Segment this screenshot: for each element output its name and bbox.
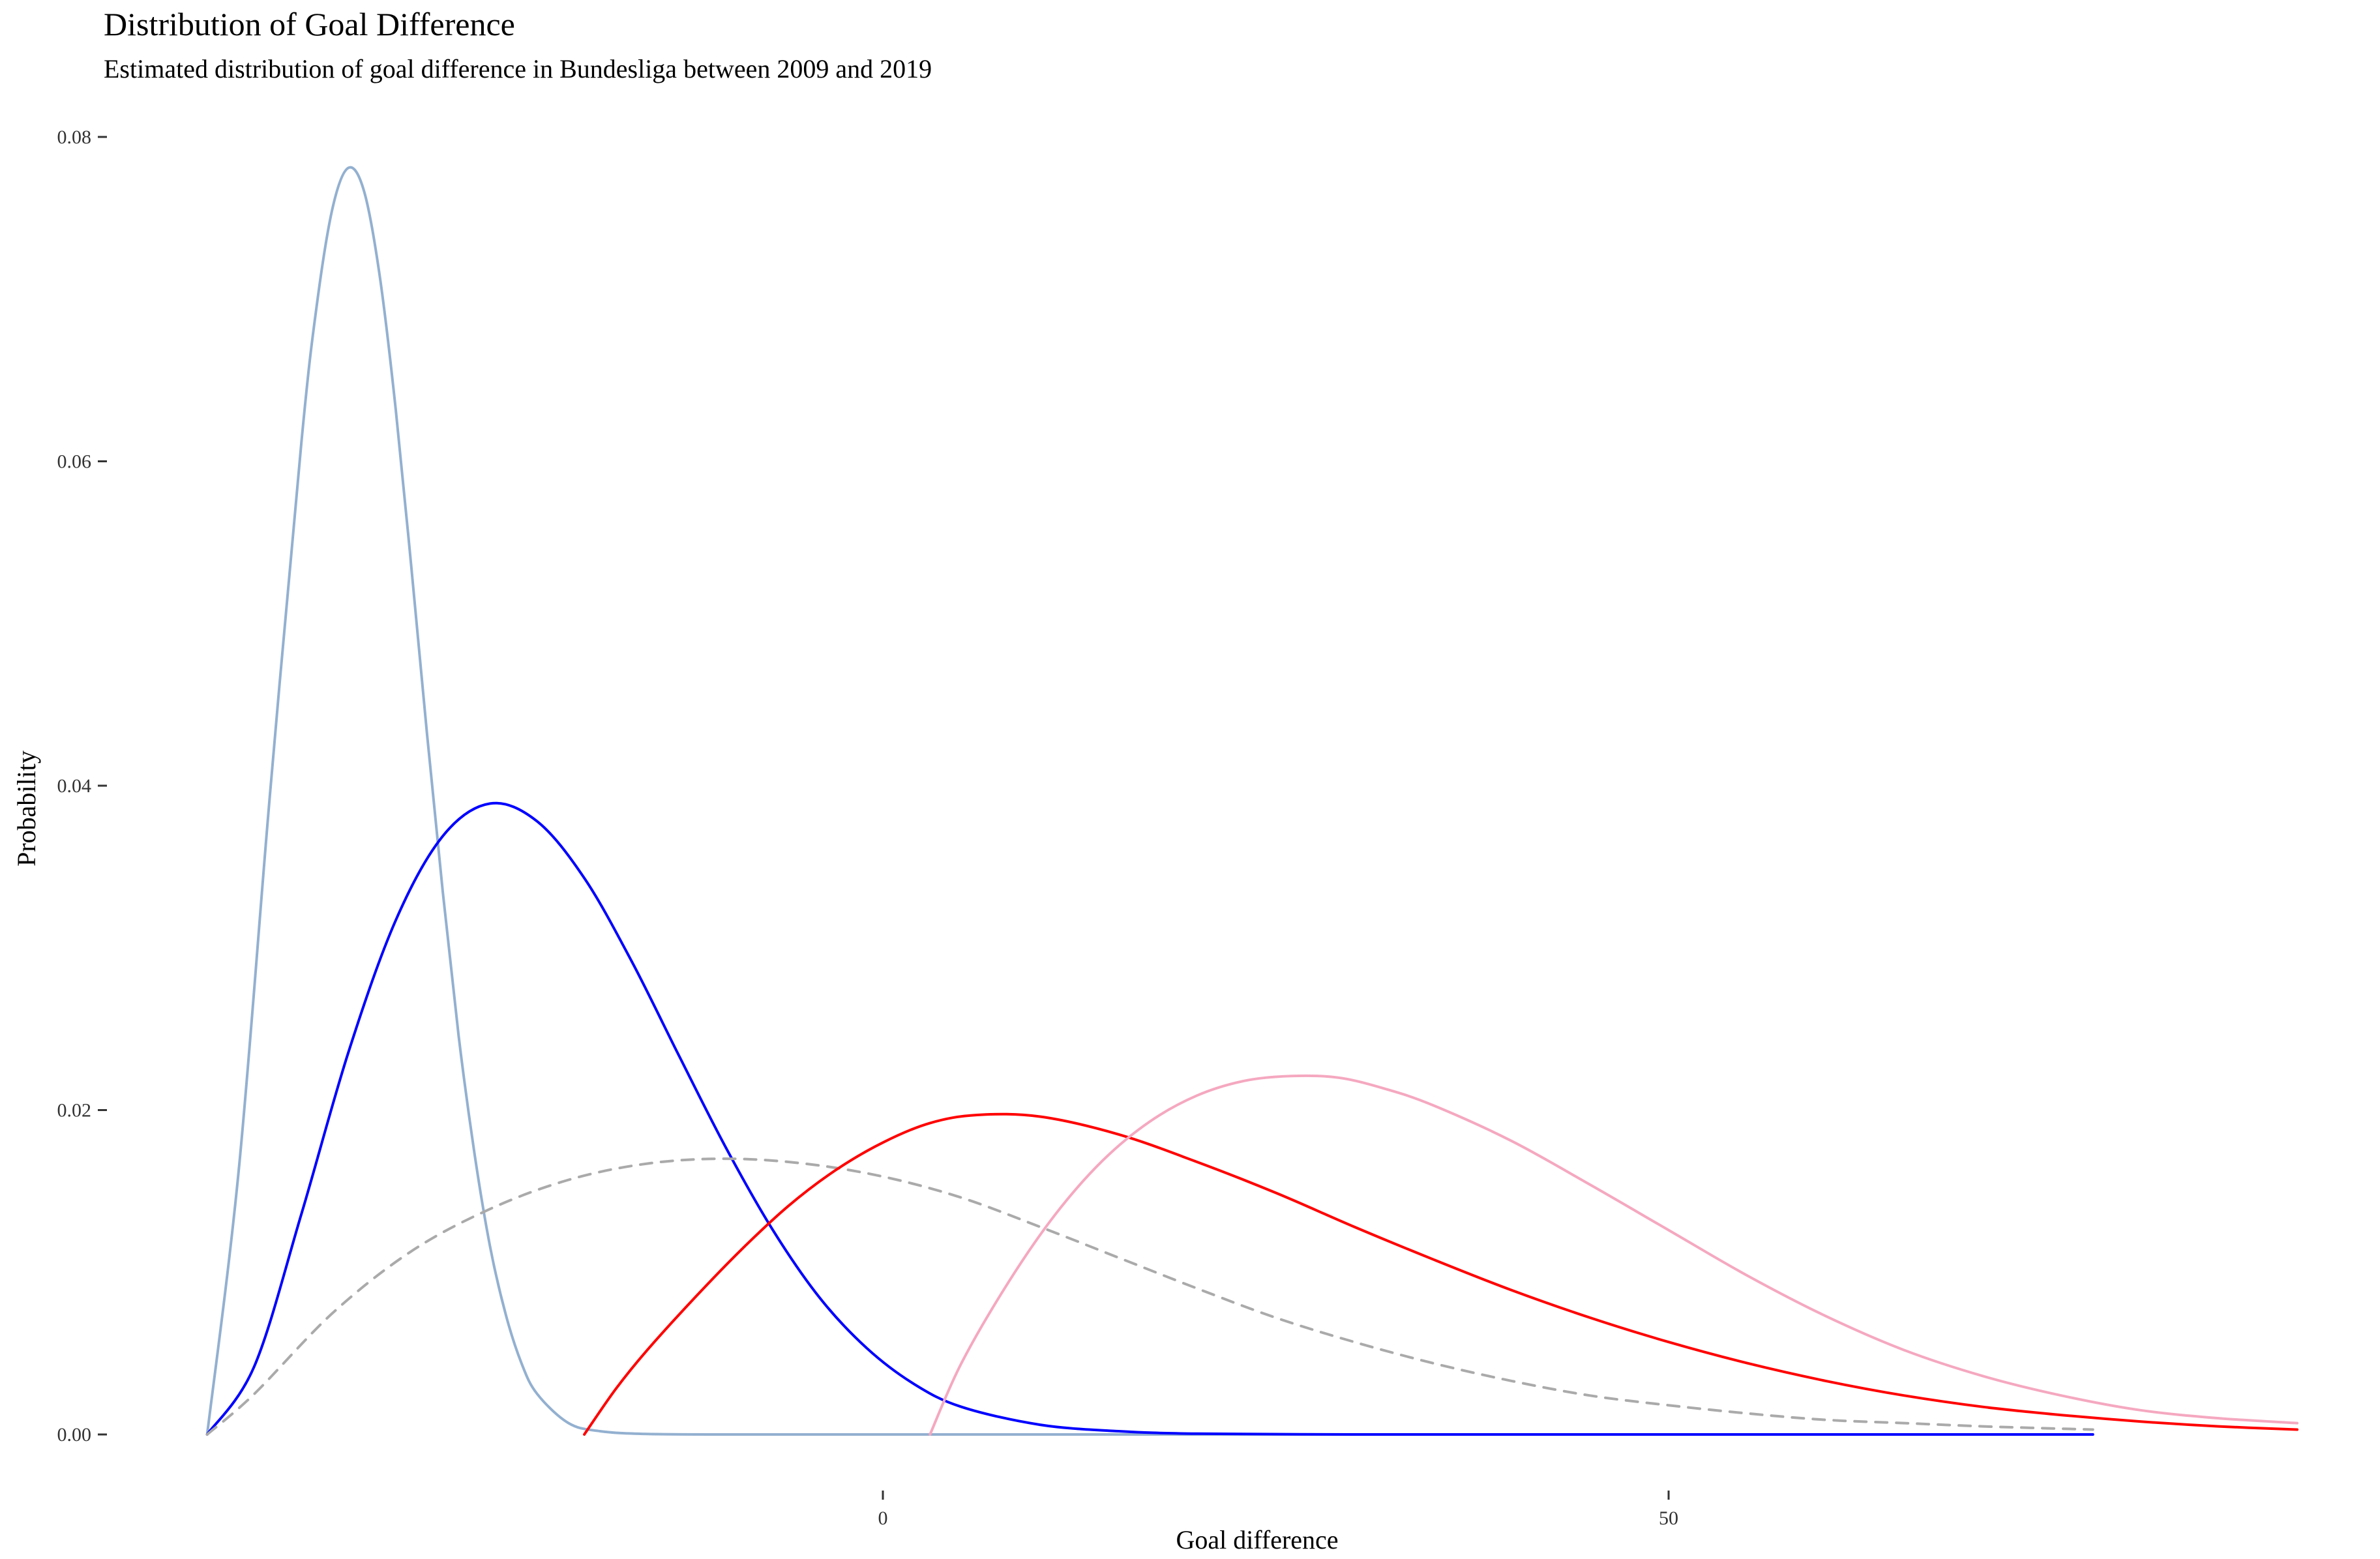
- y-axis-title: Probability: [12, 750, 41, 867]
- y-tick-label: 0.02: [57, 1100, 92, 1121]
- y-axis: 0.00 0.02 0.04 0.06 0.08: [57, 126, 107, 1446]
- chart-subtitle: Estimated distribution of goal differenc…: [104, 54, 932, 83]
- series-line-3: [205, 1157, 2094, 1436]
- y-tick-label: 0.04: [57, 775, 92, 797]
- y-tick-label: 0.06: [57, 451, 92, 473]
- series-line-2: [205, 801, 2094, 1436]
- x-axis-title: Goal difference: [1176, 1525, 1338, 1554]
- x-axis: 0 50: [878, 1491, 1678, 1529]
- series-layer: [205, 166, 2298, 1436]
- series-line-5: [929, 1074, 2298, 1436]
- series-line-4: [583, 1112, 2298, 1436]
- x-tick-label: 0: [878, 1507, 888, 1529]
- series-line-1: [205, 166, 2094, 1436]
- x-tick-label: 50: [1659, 1507, 1678, 1529]
- y-tick-label: 0.00: [57, 1424, 92, 1446]
- y-tick-label: 0.08: [57, 126, 92, 148]
- chart-title: Distribution of Goal Difference: [104, 6, 515, 42]
